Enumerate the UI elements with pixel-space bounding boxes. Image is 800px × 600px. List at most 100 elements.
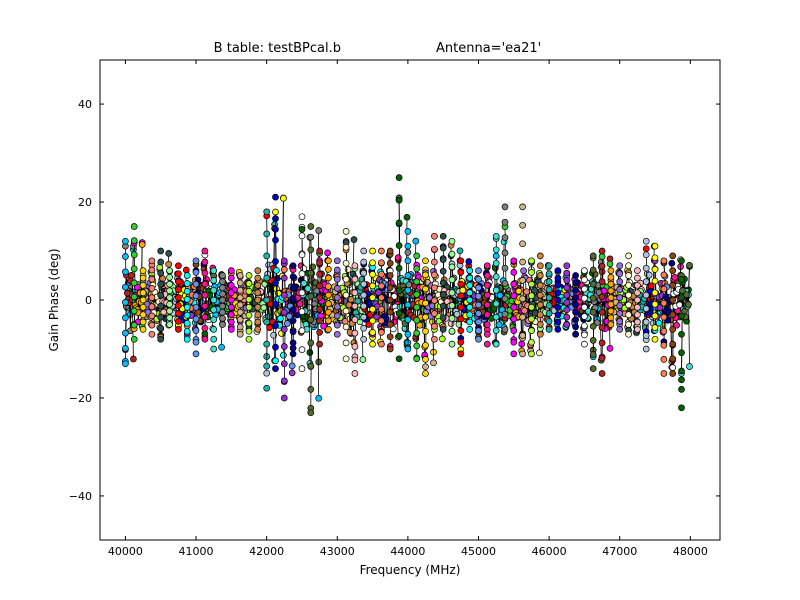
series-spw-61 bbox=[660, 257, 676, 377]
data-layer bbox=[122, 174, 693, 417]
data-point bbox=[431, 335, 438, 343]
data-point bbox=[183, 296, 191, 303]
data-point bbox=[616, 278, 624, 285]
data-point bbox=[210, 267, 218, 274]
data-point bbox=[157, 302, 165, 310]
data-point bbox=[616, 318, 624, 325]
data-point bbox=[183, 327, 191, 335]
x-tick-label: 48000 bbox=[673, 545, 708, 558]
data-point bbox=[369, 247, 376, 255]
data-point bbox=[660, 271, 668, 279]
data-point bbox=[501, 310, 509, 318]
data-point bbox=[439, 326, 447, 333]
data-point bbox=[572, 301, 579, 309]
data-point bbox=[466, 311, 474, 319]
data-point bbox=[280, 194, 287, 202]
data-point bbox=[589, 365, 597, 372]
data-point bbox=[351, 275, 359, 283]
data-point bbox=[598, 308, 606, 316]
data-point bbox=[422, 370, 429, 377]
data-point bbox=[165, 260, 173, 268]
data-point bbox=[495, 321, 503, 329]
data-point bbox=[386, 247, 394, 255]
data-point bbox=[354, 297, 362, 305]
data-point bbox=[501, 326, 509, 333]
data-point bbox=[325, 317, 332, 325]
series-spw-12 bbox=[227, 267, 243, 333]
data-point bbox=[201, 313, 209, 321]
x-tick-label: 41000 bbox=[179, 545, 214, 558]
data-point bbox=[431, 271, 438, 279]
data-point bbox=[307, 316, 315, 323]
data-point bbox=[130, 293, 138, 301]
data-point bbox=[122, 253, 129, 260]
data-point bbox=[625, 301, 632, 309]
data-point bbox=[448, 237, 456, 245]
data-point bbox=[581, 303, 588, 311]
data-point bbox=[662, 293, 670, 301]
data-point bbox=[651, 254, 659, 262]
data-point bbox=[642, 278, 650, 285]
data-point bbox=[536, 272, 544, 279]
data-point bbox=[263, 208, 271, 216]
data-point bbox=[342, 291, 350, 299]
data-point bbox=[307, 269, 315, 277]
data-point bbox=[413, 355, 421, 363]
x-axis-label: Frequency (MHz) bbox=[360, 563, 461, 577]
data-point bbox=[634, 318, 641, 326]
data-point bbox=[210, 306, 218, 314]
data-point bbox=[333, 303, 341, 311]
data-point bbox=[192, 327, 200, 334]
data-point bbox=[501, 264, 509, 272]
data-point bbox=[528, 327, 535, 334]
data-point bbox=[519, 313, 526, 321]
data-point bbox=[554, 274, 562, 282]
data-point bbox=[316, 282, 323, 290]
data-point bbox=[360, 247, 368, 255]
y-tick-label: 0 bbox=[85, 294, 92, 307]
data-point bbox=[554, 289, 562, 297]
data-point bbox=[304, 285, 312, 292]
data-point bbox=[625, 291, 632, 299]
series-spw-45 bbox=[519, 203, 534, 358]
data-point bbox=[277, 315, 284, 322]
data-point bbox=[288, 362, 296, 370]
plot-area bbox=[99, 59, 721, 541]
data-point bbox=[373, 313, 380, 321]
data-point bbox=[130, 355, 137, 363]
data-point bbox=[483, 301, 491, 309]
data-point bbox=[492, 246, 500, 254]
data-point bbox=[457, 315, 465, 323]
data-point bbox=[492, 232, 500, 240]
data-point bbox=[166, 273, 173, 281]
data-point bbox=[270, 331, 277, 339]
data-point bbox=[183, 272, 191, 279]
data-point bbox=[307, 233, 315, 241]
data-point bbox=[201, 269, 209, 277]
data-point bbox=[298, 270, 306, 278]
data-point bbox=[686, 363, 693, 370]
data-point bbox=[316, 329, 323, 336]
data-point bbox=[536, 330, 544, 338]
data-point bbox=[192, 315, 200, 323]
data-point bbox=[192, 257, 200, 265]
data-point bbox=[439, 267, 447, 275]
data-point bbox=[563, 321, 571, 328]
data-point bbox=[148, 294, 156, 301]
data-point bbox=[634, 303, 641, 311]
data-point bbox=[459, 286, 467, 294]
data-point bbox=[395, 355, 403, 363]
data-point bbox=[157, 269, 165, 277]
data-point bbox=[245, 311, 253, 319]
data-point bbox=[320, 322, 327, 330]
data-point bbox=[519, 258, 526, 266]
data-point bbox=[316, 259, 323, 267]
data-point bbox=[157, 313, 165, 321]
data-point bbox=[166, 321, 173, 328]
data-point bbox=[475, 310, 482, 317]
data-point bbox=[378, 270, 385, 278]
data-point bbox=[510, 257, 518, 265]
data-point bbox=[183, 319, 191, 327]
data-point bbox=[422, 313, 429, 321]
data-point bbox=[651, 324, 659, 331]
